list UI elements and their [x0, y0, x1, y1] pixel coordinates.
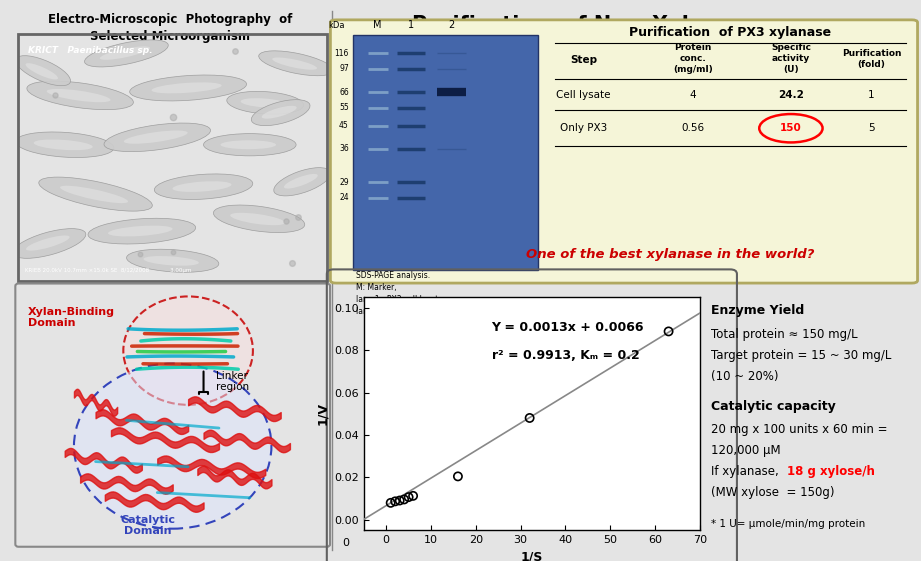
Point — [383, 498, 398, 507]
Ellipse shape — [85, 40, 169, 67]
Point — [392, 496, 407, 505]
Text: 29: 29 — [339, 178, 349, 187]
Point — [227, 47, 242, 56]
Text: Cell lysate: Cell lysate — [556, 90, 611, 100]
Ellipse shape — [34, 140, 93, 150]
Ellipse shape — [60, 186, 128, 203]
Text: 120,000 μM: 120,000 μM — [711, 444, 780, 457]
Text: 97: 97 — [339, 65, 349, 73]
Text: One of the best xylanase in the world?: One of the best xylanase in the world? — [526, 248, 814, 261]
Ellipse shape — [47, 89, 111, 102]
Text: Step: Step — [570, 55, 597, 65]
Text: 5: 5 — [869, 123, 875, 134]
Text: Catalytic
Domain: Catalytic Domain — [121, 515, 176, 536]
Ellipse shape — [273, 57, 317, 70]
Text: Xylan-Binding
Domain: Xylan-Binding Domain — [28, 307, 115, 328]
Text: 45: 45 — [339, 121, 349, 130]
Circle shape — [74, 364, 272, 528]
Text: 66: 66 — [339, 88, 349, 96]
Point — [290, 213, 305, 222]
Point — [406, 491, 421, 500]
Text: (10 ~ 20%): (10 ~ 20%) — [711, 370, 778, 383]
Text: SDS-PAGE analysis.
M: Marker,
lane 1 : PX3 cell lysate,
lane 2 : Only PX5: SDS-PAGE analysis. M: Marker, lane 1 : P… — [356, 272, 446, 316]
Ellipse shape — [26, 63, 58, 80]
Ellipse shape — [152, 82, 222, 93]
Ellipse shape — [108, 226, 172, 236]
Point — [165, 113, 180, 122]
Point — [522, 413, 537, 422]
Text: r² = 0.9913, Kₘ = 0.2: r² = 0.9913, Kₘ = 0.2 — [492, 348, 639, 361]
Ellipse shape — [144, 256, 199, 266]
Text: 24.2: 24.2 — [778, 90, 804, 100]
Text: Specific
activity
(U): Specific activity (U) — [771, 43, 810, 74]
Text: Electro-Microscopic  Photography  of: Electro-Microscopic Photography of — [48, 13, 293, 26]
Text: 24: 24 — [339, 194, 349, 203]
Point — [133, 249, 147, 258]
Ellipse shape — [262, 106, 297, 118]
Ellipse shape — [39, 177, 152, 211]
Ellipse shape — [214, 205, 305, 233]
Text: Target protein = 15 ~ 30 mg/L: Target protein = 15 ~ 30 mg/L — [711, 348, 892, 361]
Text: 55: 55 — [339, 103, 349, 112]
Text: 36: 36 — [339, 144, 349, 153]
Ellipse shape — [13, 229, 86, 258]
Point — [661, 327, 676, 336]
Point — [388, 497, 402, 506]
Text: M: M — [373, 20, 382, 30]
Text: 18 g xylose/h: 18 g xylose/h — [787, 465, 875, 478]
Text: 150: 150 — [780, 123, 802, 134]
Text: Protein
conc.
(mg/ml): Protein conc. (mg/ml) — [673, 43, 713, 74]
Ellipse shape — [172, 181, 231, 192]
Text: Y = 0.0013x + 0.0066: Y = 0.0013x + 0.0066 — [492, 321, 644, 334]
FancyBboxPatch shape — [354, 35, 538, 270]
Ellipse shape — [251, 100, 310, 126]
Ellipse shape — [16, 56, 71, 86]
Point — [286, 258, 300, 267]
Ellipse shape — [130, 75, 247, 101]
Ellipse shape — [27, 81, 134, 109]
Text: 4: 4 — [690, 90, 696, 100]
Ellipse shape — [99, 47, 150, 60]
Text: If xylanase,: If xylanase, — [711, 465, 782, 478]
Ellipse shape — [126, 249, 219, 272]
Ellipse shape — [155, 174, 252, 200]
Text: 1: 1 — [408, 20, 414, 30]
Point — [450, 472, 465, 481]
Y-axis label: 1/V: 1/V — [316, 402, 329, 425]
Point — [279, 216, 294, 225]
FancyBboxPatch shape — [331, 20, 917, 283]
Text: 0: 0 — [342, 538, 349, 548]
Point — [397, 495, 412, 504]
Circle shape — [123, 296, 253, 405]
Ellipse shape — [259, 51, 333, 76]
Ellipse shape — [284, 174, 318, 188]
Ellipse shape — [240, 98, 286, 108]
Text: * 1 U= μmole/min/mg protein: * 1 U= μmole/min/mg protein — [711, 518, 865, 528]
Ellipse shape — [26, 236, 70, 251]
Text: KRICT   Paenibacillus sp.: KRICT Paenibacillus sp. — [28, 46, 152, 55]
Ellipse shape — [230, 213, 285, 225]
Text: Purification  of PX3 xylanase: Purification of PX3 xylanase — [629, 26, 832, 39]
Text: 0.56: 0.56 — [682, 123, 705, 134]
Text: Total protein ≈ 150 mg/L: Total protein ≈ 150 mg/L — [711, 328, 857, 341]
Point — [402, 493, 416, 502]
Ellipse shape — [274, 168, 331, 196]
Ellipse shape — [123, 131, 188, 144]
Text: Selected Microorganism: Selected Microorganism — [90, 30, 251, 43]
Ellipse shape — [204, 134, 297, 156]
X-axis label: 1/S: 1/S — [520, 550, 543, 561]
Text: KRIEB 20.0kV 10.7mm ×15.0k SE  8/12/2008            3.00µm: KRIEB 20.0kV 10.7mm ×15.0k SE 8/12/2008 … — [25, 268, 191, 273]
Text: 116: 116 — [334, 49, 349, 58]
Text: (MW xylose  = 150g): (MW xylose = 150g) — [711, 486, 834, 499]
Text: Purification  of New Xylanase: Purification of New Xylanase — [412, 15, 758, 35]
Point — [48, 90, 63, 99]
Text: Purification
(fold): Purification (fold) — [842, 48, 902, 68]
Text: Linker
region: Linker region — [216, 371, 249, 392]
Text: Enzyme Yield: Enzyme Yield — [711, 304, 804, 318]
Ellipse shape — [220, 140, 276, 149]
Ellipse shape — [104, 123, 211, 151]
Text: 20 mg x 100 units x 60 min =: 20 mg x 100 units x 60 min = — [711, 423, 887, 436]
Text: kDa: kDa — [328, 21, 344, 30]
Text: Catalytic capacity: Catalytic capacity — [711, 400, 835, 413]
